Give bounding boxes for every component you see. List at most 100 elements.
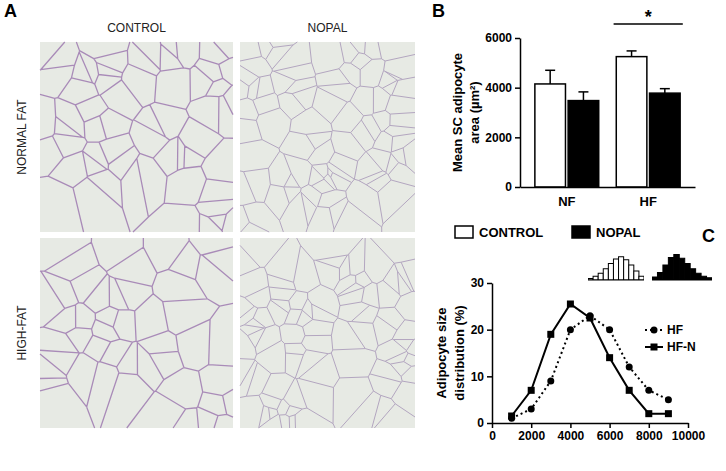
bar bbox=[668, 258, 673, 281]
axis-line bbox=[492, 284, 494, 424]
y-tick: 0 bbox=[505, 180, 520, 194]
x-axis: 0200040006000800010000 bbox=[489, 423, 705, 443]
y-tick-mark bbox=[515, 38, 520, 40]
y-axis-title: Mean SC adipocyte bbox=[450, 53, 465, 172]
error-bar-cap bbox=[578, 91, 588, 93]
y-tick-label: 2000 bbox=[485, 131, 512, 145]
y-tick-label: 20 bbox=[471, 323, 485, 337]
y-tick-mark bbox=[487, 423, 492, 425]
x-tick-label: HF bbox=[640, 194, 657, 209]
error-bar-stem bbox=[583, 92, 585, 101]
y-tick-label: 10 bbox=[471, 370, 485, 384]
legend-swatch bbox=[455, 226, 473, 238]
marker bbox=[626, 364, 633, 371]
y-axis: 0 10 20 30 bbox=[471, 276, 493, 430]
baseline bbox=[588, 280, 644, 281]
y-tick-label: 0 bbox=[477, 416, 484, 430]
bar bbox=[598, 273, 603, 280]
marker bbox=[528, 387, 535, 394]
series-line bbox=[512, 304, 669, 416]
x-tick-label: 4000 bbox=[558, 429, 585, 443]
bar bbox=[679, 258, 684, 280]
y-tick-mark bbox=[515, 87, 520, 89]
error-bar-stem bbox=[631, 51, 633, 57]
error-bar-cap bbox=[545, 70, 555, 72]
micrograph-background bbox=[40, 42, 233, 232]
cell-membranes bbox=[40, 238, 233, 428]
x-tick-mark bbox=[570, 423, 572, 428]
cell-membranes bbox=[240, 238, 415, 428]
y-tick-label: 30 bbox=[471, 276, 485, 290]
micrograph bbox=[40, 238, 233, 428]
legend-marker bbox=[651, 344, 658, 351]
bars bbox=[652, 255, 712, 281]
baseline bbox=[652, 280, 712, 281]
marker bbox=[665, 410, 672, 417]
x-tick: NF bbox=[558, 194, 575, 209]
x-tick: 4000 bbox=[558, 423, 585, 443]
series-line bbox=[512, 316, 669, 419]
error-bar-cap bbox=[660, 88, 670, 90]
x-tick: 8000 bbox=[636, 423, 663, 443]
legend-label: NOPAL bbox=[596, 225, 641, 240]
marker bbox=[645, 387, 652, 394]
marker bbox=[567, 301, 574, 308]
cell-membranes bbox=[240, 42, 415, 232]
legend-swatch bbox=[572, 226, 590, 238]
micrograph bbox=[240, 42, 415, 232]
marker bbox=[665, 396, 672, 403]
micrograph-background bbox=[240, 238, 415, 428]
micrograph bbox=[240, 238, 415, 428]
y-tick-mark bbox=[487, 376, 492, 378]
x-tick-label: 8000 bbox=[636, 429, 663, 443]
y-axis-title: Adipocyte size bbox=[434, 307, 449, 398]
micrograph-background bbox=[40, 238, 233, 428]
bar bbox=[613, 259, 618, 280]
x-axis: NF HF bbox=[521, 188, 696, 209]
bar bbox=[593, 276, 598, 280]
legend-label: HF bbox=[667, 323, 683, 337]
annotation: * bbox=[645, 7, 652, 27]
error-bar-cap bbox=[627, 50, 637, 52]
marker bbox=[645, 410, 652, 417]
x-tick-label: NF bbox=[558, 194, 575, 209]
x-tick: 0 bbox=[489, 423, 496, 443]
axis-line bbox=[493, 423, 689, 425]
x-tick-label: 0 bbox=[489, 429, 496, 443]
bar bbox=[603, 269, 608, 280]
bar bbox=[701, 276, 706, 280]
marker bbox=[587, 315, 594, 322]
figure: ABCCONTROLNOPALNORMAL FATHIGH-FAT0200040… bbox=[0, 0, 726, 471]
y-tick: 4000 bbox=[485, 81, 520, 95]
column-label: CONTROL bbox=[107, 21, 166, 35]
marker bbox=[528, 406, 535, 413]
marker bbox=[508, 413, 515, 420]
error-bar bbox=[627, 51, 637, 57]
y-axis-title: area (µm²) bbox=[467, 81, 482, 143]
bar bbox=[639, 276, 644, 280]
y-tick: 2000 bbox=[485, 131, 520, 145]
x-tick-mark bbox=[531, 423, 533, 428]
y-tick-label: 4000 bbox=[485, 81, 512, 95]
bar bbox=[657, 273, 662, 281]
bar bbox=[634, 271, 639, 280]
bar bbox=[608, 264, 613, 281]
y-axis-title: distribution (%) bbox=[452, 305, 467, 400]
cell-membranes bbox=[40, 42, 233, 232]
y-tick-mark bbox=[487, 283, 492, 285]
bar bbox=[616, 57, 647, 187]
micrograph-background bbox=[240, 42, 415, 232]
bar bbox=[696, 273, 701, 280]
legend-label: CONTROL bbox=[479, 225, 543, 240]
y-axis: 0200040006000 bbox=[485, 31, 520, 194]
bar bbox=[650, 93, 681, 187]
x-tick-mark bbox=[609, 423, 611, 428]
column-label: NOPAL bbox=[308, 21, 348, 35]
x-tick-mark bbox=[649, 423, 651, 428]
row-label: HIGH-FAT bbox=[15, 305, 29, 361]
x-tick: HF bbox=[640, 194, 657, 209]
bar bbox=[629, 265, 634, 280]
legend-marker bbox=[651, 327, 658, 334]
error-bar bbox=[545, 70, 555, 84]
marker bbox=[606, 354, 613, 361]
